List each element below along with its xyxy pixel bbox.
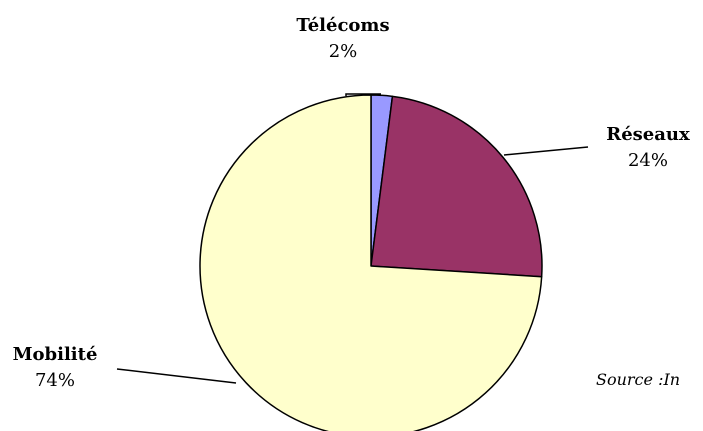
slice-percent-telecoms: 2% xyxy=(328,41,358,62)
slice-label-mobilite: Mobilité 74% xyxy=(0,342,110,394)
leader-lines xyxy=(116,93,589,384)
leader-line-mobilite xyxy=(116,368,237,384)
slice-name-reseaux: Réseaux xyxy=(606,124,690,145)
leader-line-telecoms xyxy=(345,93,381,96)
slice-label-reseaux: Réseaux 24% xyxy=(588,122,703,174)
slice-label-telecoms: Télécoms 2% xyxy=(268,13,418,65)
leader-line-reseaux xyxy=(503,146,589,156)
slice-name-telecoms: Télécoms xyxy=(296,15,390,36)
slice-name-mobilite: Mobilité xyxy=(12,344,98,365)
slice-percent-reseaux: 24% xyxy=(627,150,668,171)
source-note: Source :In xyxy=(596,370,681,389)
pie-slice-mobilite xyxy=(199,94,543,431)
pie-slices xyxy=(199,94,543,431)
slice-percent-mobilite: 74% xyxy=(34,370,75,391)
pie-slice-reseaux xyxy=(370,95,543,278)
